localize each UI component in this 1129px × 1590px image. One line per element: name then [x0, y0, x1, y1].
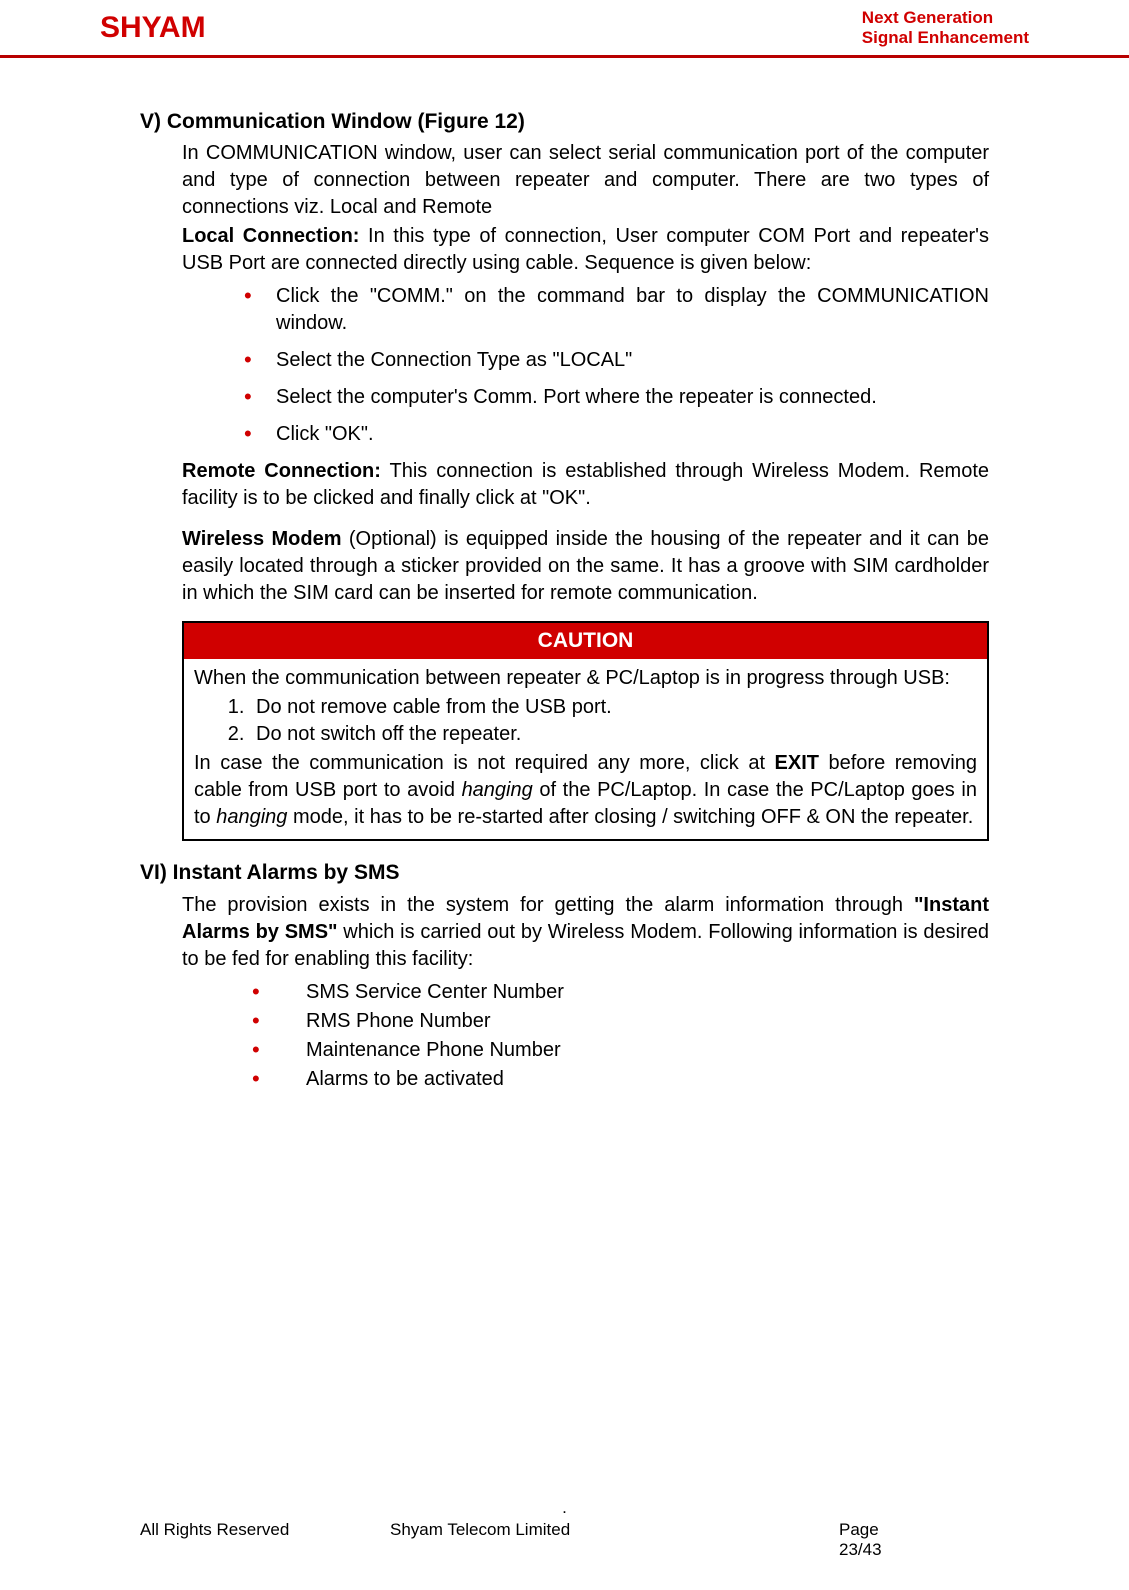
wireless-modem-para: Wireless Modem (Optional) is equipped in… [182, 526, 989, 607]
content-body: V) Communication Window (Figure 12) In C… [0, 58, 1129, 1093]
caution-body: When the communication between repeater … [184, 659, 987, 839]
list-item: Click "OK". [244, 421, 989, 448]
list-item: Alarms to be activated [252, 1066, 989, 1093]
tagline: Next Generation Signal Enhancement [862, 8, 1029, 49]
footer-dot: . [140, 1498, 989, 1518]
sms-info-list: SMS Service Center Number RMS Phone Numb… [182, 979, 989, 1093]
list-item: Do not switch off the repeater. [250, 721, 977, 748]
caution-box: CAUTION When the communication between r… [182, 621, 989, 841]
footer-company: Shyam Telecom Limited [360, 1520, 839, 1560]
list-item: Select the Connection Type as "LOCAL" [244, 347, 989, 374]
caution-tail-pre: In case the communication is not require… [194, 752, 775, 774]
list-item: RMS Phone Number [252, 1008, 989, 1035]
local-steps-list: Click the "COMM." on the command bar to … [182, 283, 989, 448]
section-6-heading: VI) Instant Alarms by SMS [140, 859, 989, 887]
list-item: Maintenance Phone Number [252, 1037, 989, 1064]
caution-title: CAUTION [184, 623, 987, 659]
section-5-intro: In COMMUNICATION window, user can select… [182, 140, 989, 221]
section-6-intro: The provision exists in the system for g… [182, 892, 989, 973]
caution-tail-exit: EXIT [775, 752, 819, 774]
list-item: Select the computer's Comm. Port where t… [244, 384, 989, 411]
page-footer: . All Rights Reserved Shyam Telecom Limi… [0, 1498, 1129, 1560]
s6-intro-pre: The provision exists in the system for g… [182, 894, 914, 916]
caution-tail-3: mode, it has to be re-started after clos… [287, 806, 973, 828]
tagline-line1: Next Generation [862, 8, 993, 27]
remote-connection-label: Remote Connection: [182, 460, 381, 482]
section-6-body: The provision exists in the system for g… [140, 892, 989, 1093]
footer-row: All Rights Reserved Shyam Telecom Limite… [140, 1520, 989, 1560]
page-header: SHYAM Next Generation Signal Enhancement [0, 0, 1129, 58]
caution-list: Do not remove cable from the USB port. D… [194, 694, 977, 748]
local-connection-para: Local Connection: In this type of connec… [182, 223, 989, 277]
tagline-line2: Signal Enhancement [862, 28, 1029, 47]
list-item: Click the "COMM." on the command bar to … [244, 283, 989, 337]
page: SHYAM Next Generation Signal Enhancement… [0, 0, 1129, 1590]
footer-page-number: 23/43 [839, 1540, 882, 1559]
footer-page: Page 23/43 [839, 1520, 989, 1560]
list-item: Do not remove cable from the USB port. [250, 694, 977, 721]
local-connection-label: Local Connection: [182, 225, 359, 247]
wireless-modem-label: Wireless Modem [182, 528, 341, 550]
caution-tail-hanging1: hanging [462, 779, 533, 801]
footer-rights: All Rights Reserved [140, 1520, 360, 1560]
list-item: SMS Service Center Number [252, 979, 989, 1006]
caution-tail-hanging2: hanging [216, 806, 287, 828]
footer-page-label: Page [839, 1520, 879, 1539]
caution-lead: When the communication between repeater … [194, 665, 977, 692]
remote-connection-para: Remote Connection: This connection is es… [182, 458, 989, 512]
logo: SHYAM [100, 11, 206, 45]
section-5-heading: V) Communication Window (Figure 12) [140, 108, 989, 136]
section-5-body: In COMMUNICATION window, user can select… [140, 140, 989, 841]
